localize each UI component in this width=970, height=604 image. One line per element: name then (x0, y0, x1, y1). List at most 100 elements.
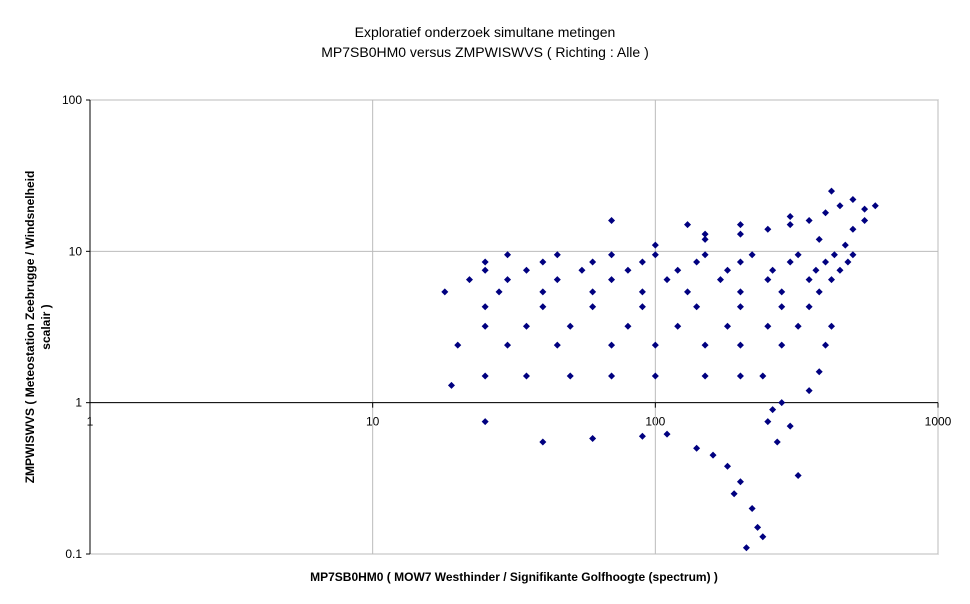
point (716, 276, 724, 284)
point (539, 288, 547, 296)
y-tick-label: 100 (62, 93, 82, 107)
point (701, 251, 709, 259)
point (709, 451, 717, 459)
point (871, 202, 879, 210)
point (608, 276, 616, 284)
point (723, 322, 731, 330)
point (812, 266, 820, 274)
point (651, 341, 659, 349)
point (723, 462, 731, 470)
point (830, 251, 838, 259)
point (849, 251, 857, 259)
y-axis-label: scalair ) (39, 304, 53, 349)
point (764, 225, 772, 233)
point (522, 372, 530, 380)
point (701, 230, 709, 238)
point (674, 266, 682, 274)
point (638, 258, 646, 266)
point (849, 196, 857, 204)
point (841, 241, 849, 249)
point (730, 490, 738, 498)
point (794, 251, 802, 259)
point (589, 303, 597, 311)
point (805, 303, 813, 311)
point (828, 187, 836, 195)
point (736, 478, 744, 486)
point (786, 258, 794, 266)
point (861, 216, 869, 224)
point (539, 258, 547, 266)
point (805, 276, 813, 284)
point (624, 266, 632, 274)
point (815, 288, 823, 296)
point (539, 438, 547, 446)
point (748, 251, 756, 259)
point (764, 276, 772, 284)
point (786, 221, 794, 229)
point (861, 205, 869, 213)
point (778, 399, 786, 407)
point (736, 288, 744, 296)
point (828, 276, 836, 284)
point (764, 322, 772, 330)
point (736, 372, 744, 380)
point (764, 418, 772, 426)
point (624, 322, 632, 330)
point (701, 372, 709, 380)
point (849, 225, 857, 233)
point (844, 258, 852, 266)
point (481, 258, 489, 266)
point (778, 288, 786, 296)
point (759, 372, 767, 380)
x-axis-label: MP7SB0HM0 ( MOW7 Westhinder / Signifikan… (310, 570, 718, 584)
point (754, 523, 762, 531)
point (447, 381, 455, 389)
point (608, 341, 616, 349)
point (794, 322, 802, 330)
point (684, 221, 692, 229)
point (674, 322, 682, 330)
point (553, 341, 561, 349)
point (701, 341, 709, 349)
point (608, 216, 616, 224)
chart-subtitle: MP7SB0HM0 versus ZMPWISWVS ( Richting : … (321, 44, 649, 60)
point (836, 202, 844, 210)
point (815, 235, 823, 243)
point (608, 251, 616, 259)
point (454, 341, 462, 349)
point (805, 216, 813, 224)
point (794, 472, 802, 480)
point (465, 276, 473, 284)
point (441, 288, 449, 296)
point (589, 258, 597, 266)
point (778, 341, 786, 349)
point (553, 276, 561, 284)
y-axis-label: ZMPWISWVS ( Meteostation Zeebrugge / Win… (23, 171, 37, 484)
point (566, 322, 574, 330)
point (769, 406, 777, 414)
point (736, 341, 744, 349)
point (522, 322, 530, 330)
point (759, 533, 767, 541)
plot-area (89, 99, 939, 555)
point (481, 266, 489, 274)
point (651, 372, 659, 380)
point (822, 258, 830, 266)
point (805, 387, 813, 395)
point (748, 504, 756, 512)
point (815, 368, 823, 376)
point (638, 432, 646, 440)
point (736, 230, 744, 238)
point (504, 341, 512, 349)
point (608, 372, 616, 380)
point (638, 288, 646, 296)
point (539, 303, 547, 311)
point (836, 266, 844, 274)
point (663, 276, 671, 284)
point (495, 288, 503, 296)
chart-title: Exploratief onderzoek simultane metingen (355, 24, 616, 40)
point (481, 303, 489, 311)
point (481, 372, 489, 380)
point (504, 276, 512, 284)
